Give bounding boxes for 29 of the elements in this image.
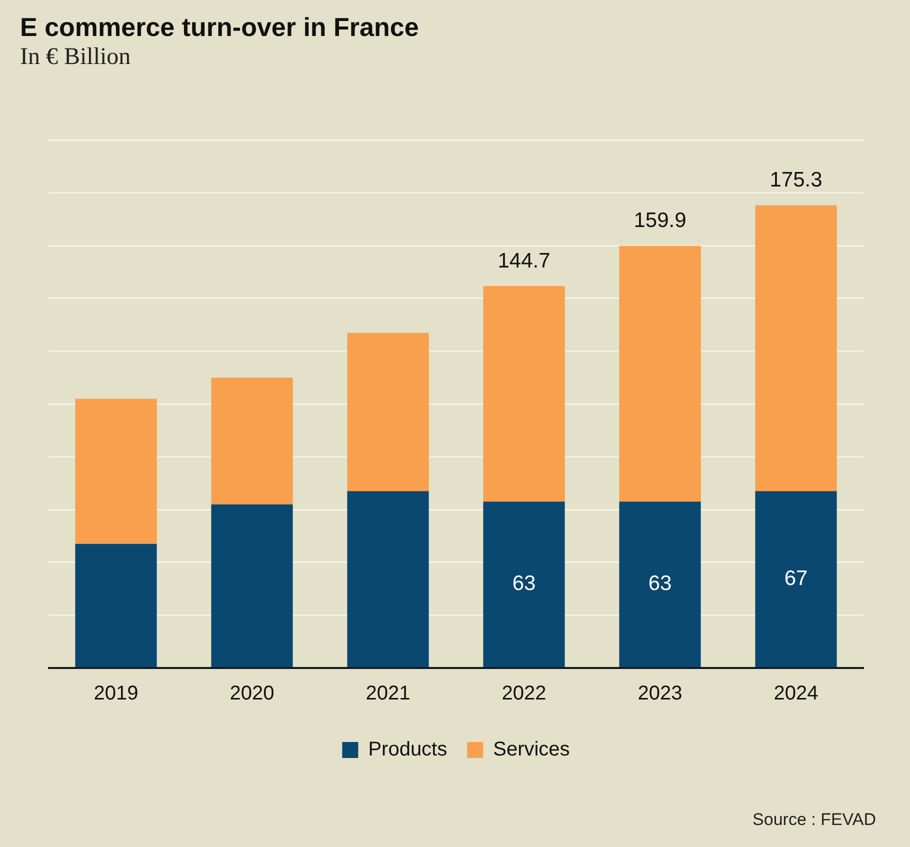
source-note: Source : FEVAD xyxy=(752,810,876,830)
bar xyxy=(619,246,701,502)
x-tick-label: 2019 xyxy=(94,682,138,705)
bar xyxy=(347,491,429,667)
data-label: 63 xyxy=(648,572,672,596)
total-label: 144.7 xyxy=(498,249,550,272)
bar xyxy=(211,378,293,504)
x-tick-label: 2024 xyxy=(774,682,818,705)
bar xyxy=(619,502,701,667)
bar xyxy=(483,502,565,667)
total-label: 159.9 xyxy=(634,209,686,232)
bar xyxy=(483,286,565,502)
bar xyxy=(211,504,293,667)
x-tick-label: 2020 xyxy=(230,682,274,705)
bar xyxy=(755,205,837,492)
legend-label: Products xyxy=(368,738,448,761)
chart-subtitle: In € Billion xyxy=(20,44,131,71)
legend-label: Services xyxy=(493,738,570,761)
bar xyxy=(75,544,157,667)
x-tick-label: 2023 xyxy=(638,682,682,705)
data-label: 67 xyxy=(784,566,808,590)
total-label: 175.3 xyxy=(770,168,822,192)
bar xyxy=(347,332,429,492)
x-tick-label: 2021 xyxy=(366,682,410,705)
data-label: 63 xyxy=(512,572,536,596)
bar xyxy=(755,491,837,667)
chart-title: E commerce turn-over in France xyxy=(20,12,419,43)
x-tick-label: 2022 xyxy=(502,682,546,705)
bar xyxy=(75,398,157,544)
